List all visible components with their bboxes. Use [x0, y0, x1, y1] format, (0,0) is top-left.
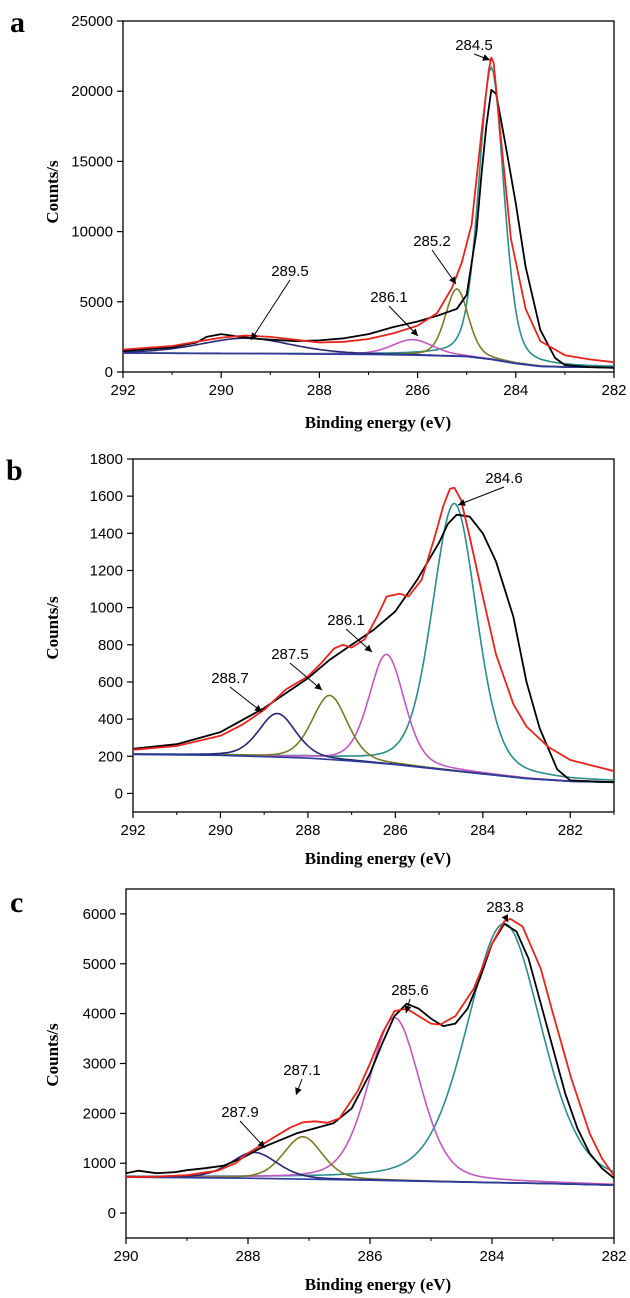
y-tick-label-b: 400: [98, 711, 123, 728]
background-line-a: [123, 352, 614, 369]
plot-area-a: 292 290 288 286 284 282 0 5000 10000 15000 20000 25…: [71, 13, 626, 399]
peak-arrowhead-c: [501, 914, 508, 922]
y-tick-label-b: 0: [115, 785, 123, 802]
y-tick-label-c: 3000: [83, 1056, 116, 1073]
x-tick-label-b: 288: [295, 822, 320, 839]
x-tick-label-b: 286: [383, 822, 408, 839]
plot-frame-b: [132, 458, 615, 813]
x-axis-title-b: Binding energy (eV): [305, 849, 451, 868]
y-tick-label-b: 1200: [90, 562, 123, 579]
raw-data-line-a: [123, 88, 614, 369]
peak-label-b: 286.1: [327, 612, 365, 629]
background-line-b: [133, 753, 614, 784]
peak-label-c: 287.1: [283, 1062, 321, 1079]
y-tick-label-c: 4000: [83, 1006, 116, 1023]
background-line-c: [126, 1176, 614, 1186]
y-tick-label-b: 600: [98, 674, 123, 691]
panel-letter-a: a: [10, 6, 25, 39]
peak-label-a: 284.5: [455, 37, 493, 54]
peak-label-c: 285.6: [391, 982, 429, 999]
y-tick-label-b: 1800: [90, 451, 123, 468]
peak-label-a: 285.2: [413, 233, 451, 250]
peak-arrowhead-a: [251, 332, 258, 340]
peak-label-b: 284.6: [485, 470, 523, 487]
y-tick-label-b: 1600: [90, 488, 123, 505]
fit-component-a-1: [123, 65, 614, 368]
x-tick-label-c: 282: [601, 1248, 626, 1265]
peak-arrowhead-b: [458, 499, 466, 506]
y-axis-title-c: Counts/s: [43, 1023, 62, 1087]
y-tick-label-a: 15000: [71, 153, 113, 170]
x-tick-label-a: 282: [601, 382, 626, 399]
raw-data-line-c: [126, 923, 614, 1179]
x-axis-title-c: Binding energy (eV): [305, 1275, 451, 1294]
panel-letter-b: b: [6, 454, 23, 487]
y-tick-label-c: 2000: [83, 1105, 116, 1122]
x-tick-label-b: 292: [120, 822, 145, 839]
x-tick-label-a: 292: [110, 382, 135, 399]
peak-arrow-a: [250, 279, 291, 341]
peak-arrowhead-a: [410, 328, 418, 336]
y-axis-title-a: Counts/s: [43, 160, 62, 224]
y-tick-label-b: 800: [98, 637, 123, 654]
y-tick-label-b: 1000: [90, 600, 123, 617]
envelope-line-b: [133, 486, 614, 772]
peak-arrowhead-b: [314, 682, 322, 690]
x-tick-label-b: 282: [558, 822, 583, 839]
x-tick-label-c: 290: [113, 1248, 138, 1265]
envelope-line-c: [126, 918, 614, 1179]
y-tick-label-b: 1400: [90, 525, 123, 542]
peak-label-a: 289.5: [271, 263, 309, 280]
x-tick-label-b: 290: [208, 822, 233, 839]
y-tick-label-a: 20000: [71, 83, 113, 100]
y-tick-label-c: 1000: [83, 1155, 116, 1172]
fit-component-c-2: [126, 1016, 614, 1185]
peak-label-b: 288.7: [211, 670, 249, 687]
peak-label-b: 287.5: [271, 646, 309, 663]
peak-label-c: 283.8: [486, 899, 524, 916]
y-tick-label-a: 5000: [80, 294, 113, 311]
peak-arrowhead-c: [295, 1087, 302, 1095]
x-tick-label-a: 288: [307, 382, 332, 399]
x-tick-label-c: 284: [479, 1248, 504, 1265]
peak-arrowhead-a: [482, 54, 490, 61]
x-tick-label-a: 286: [405, 382, 430, 399]
y-tick-label-b: 200: [98, 748, 123, 765]
x-tick-label-b: 284: [470, 822, 495, 839]
y-tick-label-a: 0: [105, 364, 113, 381]
plot-frame-a: [122, 20, 615, 373]
peak-arrowhead-c: [257, 1140, 265, 1148]
y-tick-label-a: 10000: [71, 224, 113, 241]
x-tick-label-c: 288: [235, 1248, 260, 1265]
x-tick-label-c: 286: [357, 1248, 382, 1265]
y-tick-label-c: 0: [108, 1205, 116, 1222]
plot-area-c: 290 288 286 284 282 0 1000 2000 3000 4000 5000 6000…: [83, 888, 627, 1265]
fit-component-b-4: [133, 712, 614, 783]
peak-label-c: 287.9: [221, 1104, 259, 1121]
peak-arrowhead-b: [364, 644, 372, 652]
x-tick-label-a: 284: [503, 382, 528, 399]
panel-letter-c: c: [10, 886, 23, 919]
fit-component-c-1: [126, 922, 614, 1177]
x-tick-label-a: 290: [209, 382, 234, 399]
peak-label-a: 286.1: [370, 289, 408, 306]
y-tick-label-a: 25000: [71, 13, 113, 30]
y-axis-title-b: Counts/s: [43, 596, 62, 660]
peak-arrowhead-a: [449, 276, 456, 284]
plot-area-b: 292 290 288 286 284 282 0 200 400 600 800 1000 1200 1…: [90, 451, 615, 839]
peak-arrowhead-b: [254, 704, 262, 712]
x-axis-title-a: Binding energy (eV): [305, 413, 451, 432]
y-tick-label-c: 5000: [83, 956, 116, 973]
y-tick-label-c: 6000: [83, 906, 116, 923]
peak-arrowhead-c: [404, 1005, 412, 1013]
raw-data-line-b: [133, 513, 614, 784]
envelope-line-a: [123, 56, 614, 364]
peak-arrow-b: [457, 486, 505, 506]
